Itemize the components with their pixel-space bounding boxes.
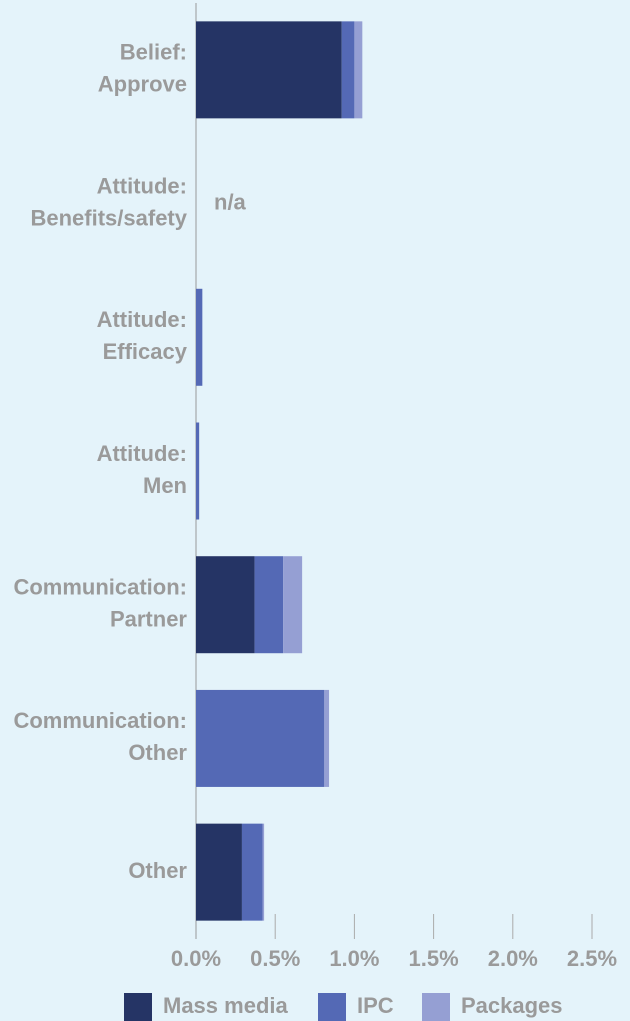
y-tick-label: Other [128, 858, 187, 883]
bar-segment [196, 21, 342, 119]
x-tick-label: 0.0% [171, 946, 221, 971]
legend-swatch [422, 993, 450, 1021]
na-label: n/a [214, 189, 247, 214]
bar-segment [196, 288, 203, 386]
bar-segment [196, 689, 325, 787]
y-tick-label: Attitude: [97, 307, 187, 332]
bar-segment [241, 823, 263, 921]
bar-segment [341, 21, 355, 119]
y-tick-label: Partner [110, 607, 187, 632]
legend-label: Packages [461, 993, 563, 1018]
bar-segment [196, 422, 200, 520]
y-tick-label: Approve [98, 72, 187, 97]
bar-segment [196, 556, 255, 654]
x-tick-label: 2.0% [488, 946, 538, 971]
y-tick-label: Belief: [120, 40, 187, 65]
y-tick-label: Men [143, 473, 187, 498]
x-tick-label: 0.5% [250, 946, 300, 971]
y-tick-label: Communication: [13, 708, 187, 733]
legend-label: Mass media [163, 993, 288, 1018]
y-tick-label: Efficacy [103, 339, 188, 364]
x-tick-label: 1.0% [329, 946, 379, 971]
y-tick-label: Benefits/safety [30, 205, 187, 230]
legend-swatch [318, 993, 346, 1021]
y-tick-label: Communication: [13, 575, 187, 600]
y-tick-label: Attitude: [97, 173, 187, 198]
legend-label: IPC [357, 993, 394, 1018]
legend-swatch [124, 993, 152, 1021]
y-tick-label: Other [128, 740, 187, 765]
x-tick-label: 2.5% [567, 946, 617, 971]
x-tick-label: 1.5% [409, 946, 459, 971]
bar-segment [254, 556, 284, 654]
bar-segment [283, 556, 303, 654]
y-tick-label: Attitude: [97, 441, 187, 466]
bar-segment [196, 823, 242, 921]
bar-segment [324, 689, 330, 787]
bar-segment [354, 21, 363, 119]
bar-segment [262, 823, 265, 921]
